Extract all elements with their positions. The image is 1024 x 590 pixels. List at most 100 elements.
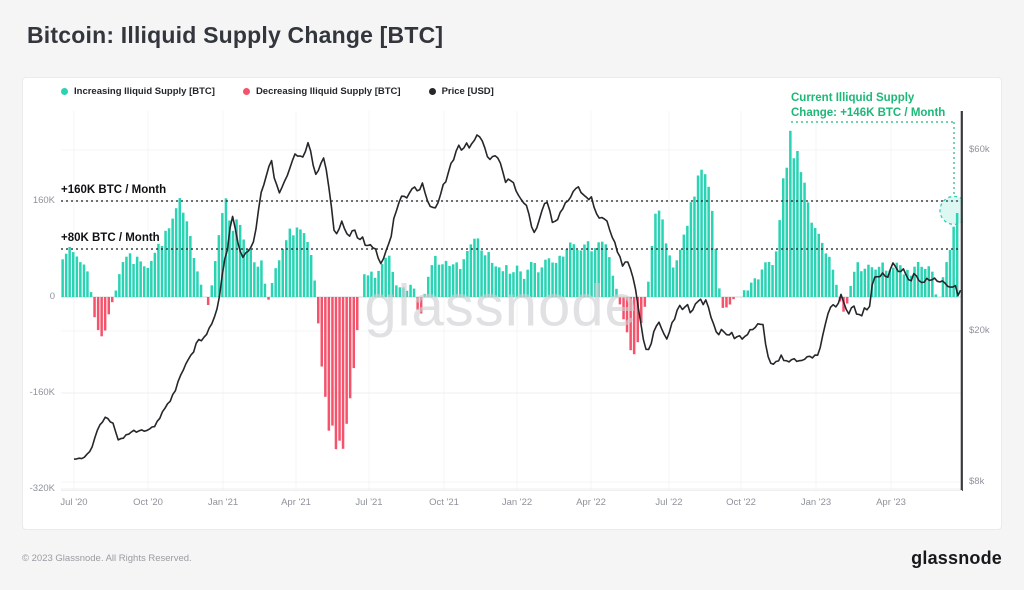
decreasing-supply-bar <box>622 297 625 320</box>
increasing-supply-bar <box>270 283 274 297</box>
increasing-supply-bar <box>487 252 490 297</box>
increasing-supply-bar <box>530 262 533 297</box>
decreasing-supply-bar <box>356 297 359 331</box>
increasing-supply-bar <box>586 241 590 297</box>
increasing-supply-bar <box>934 294 938 297</box>
increasing-supply-bar <box>707 186 710 297</box>
increasing-supply-bar <box>948 249 952 297</box>
decreasing-supply-bar <box>725 297 728 308</box>
increasing-supply-bar <box>899 265 902 297</box>
increasing-supply-bar <box>409 284 412 297</box>
legend-item-1[interactable]: Decreasing Iliquid Supply [BTC] <box>242 86 401 97</box>
increasing-supply-bar <box>366 275 370 297</box>
increasing-supply-bar <box>384 257 387 297</box>
increasing-supply-bar <box>437 264 441 297</box>
increasing-supply-bar <box>597 242 600 297</box>
threshold-label-160k: +160K BTC / Month <box>61 184 167 196</box>
increasing-supply-bar <box>874 269 877 297</box>
increasing-supply-bar <box>813 228 817 297</box>
increasing-supply-bar <box>292 235 295 297</box>
increasing-supply-bar <box>121 262 125 297</box>
increasing-supply-bar <box>473 238 476 297</box>
increasing-supply-bar <box>856 262 859 297</box>
increasing-supply-bar <box>533 263 536 297</box>
increasing-supply-bar <box>79 262 82 297</box>
increasing-supply-bar <box>952 226 955 297</box>
price-line <box>73 134 962 460</box>
decreasing-supply-bar <box>267 297 270 300</box>
increasing-supply-bar <box>515 265 519 297</box>
increasing-supply-bar <box>569 242 572 297</box>
increasing-supply-bar <box>941 277 945 297</box>
right-axis-tick: $20k <box>969 325 990 337</box>
increasing-supply-bar <box>380 263 384 297</box>
increasing-supply-bar <box>590 251 593 297</box>
legend-item-0[interactable]: Increasing Iliquid Supply [BTC] <box>61 86 215 97</box>
increasing-supply-bar <box>508 273 512 297</box>
increasing-supply-bar <box>125 256 128 297</box>
chart-canvas[interactable] <box>61 111 963 491</box>
increasing-supply-bar <box>867 264 870 297</box>
chart-area: Increasing Iliquid Supply [BTC] Decreasin… <box>23 78 1001 529</box>
decreasing-supply-bar <box>96 297 100 331</box>
increasing-supply-bar <box>249 249 252 297</box>
x-axis-tick: Apr '22 <box>576 497 606 508</box>
increasing-supply-bar <box>668 255 671 297</box>
decreasing-supply-bar <box>107 297 110 315</box>
x-axis-tick: Apr '21 <box>281 497 311 508</box>
decreasing-supply-bar <box>842 297 845 312</box>
increasing-supply-bar <box>931 271 934 297</box>
increasing-supply-bar <box>395 285 398 297</box>
increasing-supply-bar <box>82 264 86 297</box>
increasing-supply-bar <box>462 259 465 297</box>
decreasing-supply-bar <box>334 297 338 450</box>
increasing-supply-bar <box>906 269 909 297</box>
increasing-supply-bar <box>139 261 142 297</box>
increasing-supply-bar <box>189 236 192 297</box>
page-title: Bitcoin: Illiquid Supply Change [BTC] <box>27 22 444 48</box>
decreasing-supply-bar <box>618 297 622 305</box>
increasing-supply-bar <box>924 268 927 297</box>
legend-label: Increasing Iliquid Supply [BTC] <box>74 86 215 97</box>
increasing-supply-bar <box>579 250 583 297</box>
right-axis-tick: $60k <box>969 144 990 155</box>
increasing-supply-bar <box>302 233 306 297</box>
increasing-supply-bar <box>235 219 238 297</box>
increasing-supply-bar <box>884 270 888 297</box>
decreasing-supply-bar <box>416 297 419 310</box>
increasing-supply-bar <box>423 293 426 297</box>
increasing-supply-bar <box>253 262 256 297</box>
increasing-supply-bar <box>860 271 863 297</box>
increasing-supply-bar <box>277 260 281 297</box>
increasing-supply-bar <box>299 229 302 297</box>
increasing-supply-bar <box>377 270 380 297</box>
increasing-supply-bar <box>611 275 615 297</box>
increasing-supply-bar <box>405 290 409 297</box>
increasing-supply-bar <box>68 246 71 297</box>
x-axis-tick: Jan '22 <box>501 497 533 508</box>
increasing-supply-bar <box>821 242 824 297</box>
increasing-supply-bar <box>718 288 721 297</box>
left-axis-tick: -320K <box>29 483 55 494</box>
increasing-supply-bar <box>306 242 309 297</box>
increasing-supply-bar <box>64 253 68 297</box>
increasing-supply-bar <box>803 182 806 297</box>
increasing-supply-bar <box>231 230 235 297</box>
increasing-supply-bar <box>792 158 796 297</box>
increasing-supply-bar <box>831 269 835 297</box>
increasing-supply-bar <box>537 272 540 297</box>
legend-item-2[interactable]: Price [USD] <box>428 86 494 97</box>
increasing-supply-bar <box>164 230 167 297</box>
increasing-supply-bar <box>657 210 661 297</box>
decreasing-supply-bar <box>352 297 355 369</box>
decreasing-supply-bar <box>317 297 320 324</box>
increasing-supply-bar <box>260 260 263 297</box>
increasing-supply-bar <box>955 213 959 297</box>
increasing-supply-bar <box>182 212 185 297</box>
increasing-supply-bar <box>135 256 139 297</box>
increasing-supply-bar <box>679 249 682 297</box>
increasing-supply-bar <box>391 271 394 297</box>
increasing-supply-bar <box>895 262 899 297</box>
increasing-supply-bar <box>242 239 245 297</box>
increasing-supply-bar <box>700 169 703 297</box>
